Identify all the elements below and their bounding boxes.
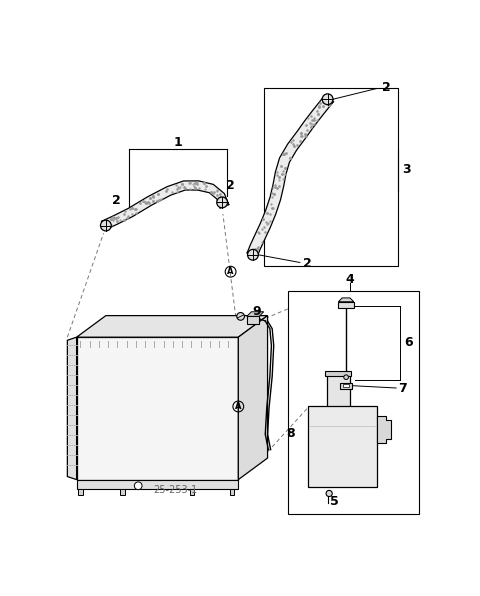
Text: 25-253-1: 25-253-1 <box>154 485 198 495</box>
Bar <box>308 406 377 488</box>
Bar <box>327 374 350 410</box>
Polygon shape <box>77 480 238 489</box>
Polygon shape <box>238 316 267 480</box>
Circle shape <box>248 249 258 260</box>
Bar <box>264 88 398 266</box>
Text: 9: 9 <box>252 305 261 318</box>
Text: 5: 5 <box>330 495 339 508</box>
Polygon shape <box>77 337 238 480</box>
Bar <box>247 316 259 324</box>
Polygon shape <box>338 298 354 302</box>
Polygon shape <box>102 181 229 229</box>
Text: 2: 2 <box>303 257 312 270</box>
Bar <box>288 291 419 514</box>
Bar <box>230 489 234 495</box>
Polygon shape <box>247 312 264 316</box>
Circle shape <box>100 220 111 231</box>
Text: A: A <box>228 267 234 276</box>
Text: 6: 6 <box>404 336 412 349</box>
Polygon shape <box>340 383 352 389</box>
Polygon shape <box>377 416 391 443</box>
Text: 2: 2 <box>112 194 121 207</box>
Text: 7: 7 <box>398 382 407 395</box>
Bar <box>120 489 125 495</box>
Circle shape <box>217 197 228 208</box>
Text: 8: 8 <box>287 427 295 440</box>
Bar <box>338 302 354 308</box>
Text: A: A <box>235 402 241 411</box>
Circle shape <box>237 312 244 320</box>
Bar <box>343 384 349 387</box>
Polygon shape <box>67 337 77 480</box>
Circle shape <box>322 94 333 105</box>
Circle shape <box>134 482 142 490</box>
Bar <box>325 371 351 375</box>
Circle shape <box>326 491 332 496</box>
Text: 2: 2 <box>382 81 390 94</box>
Polygon shape <box>77 316 267 337</box>
Text: 4: 4 <box>346 273 354 286</box>
Circle shape <box>344 375 348 380</box>
Text: 3: 3 <box>402 163 411 176</box>
Polygon shape <box>247 95 334 257</box>
Bar <box>78 489 83 495</box>
Bar <box>190 489 194 495</box>
Text: 1: 1 <box>174 136 182 149</box>
Text: 2: 2 <box>226 179 235 192</box>
